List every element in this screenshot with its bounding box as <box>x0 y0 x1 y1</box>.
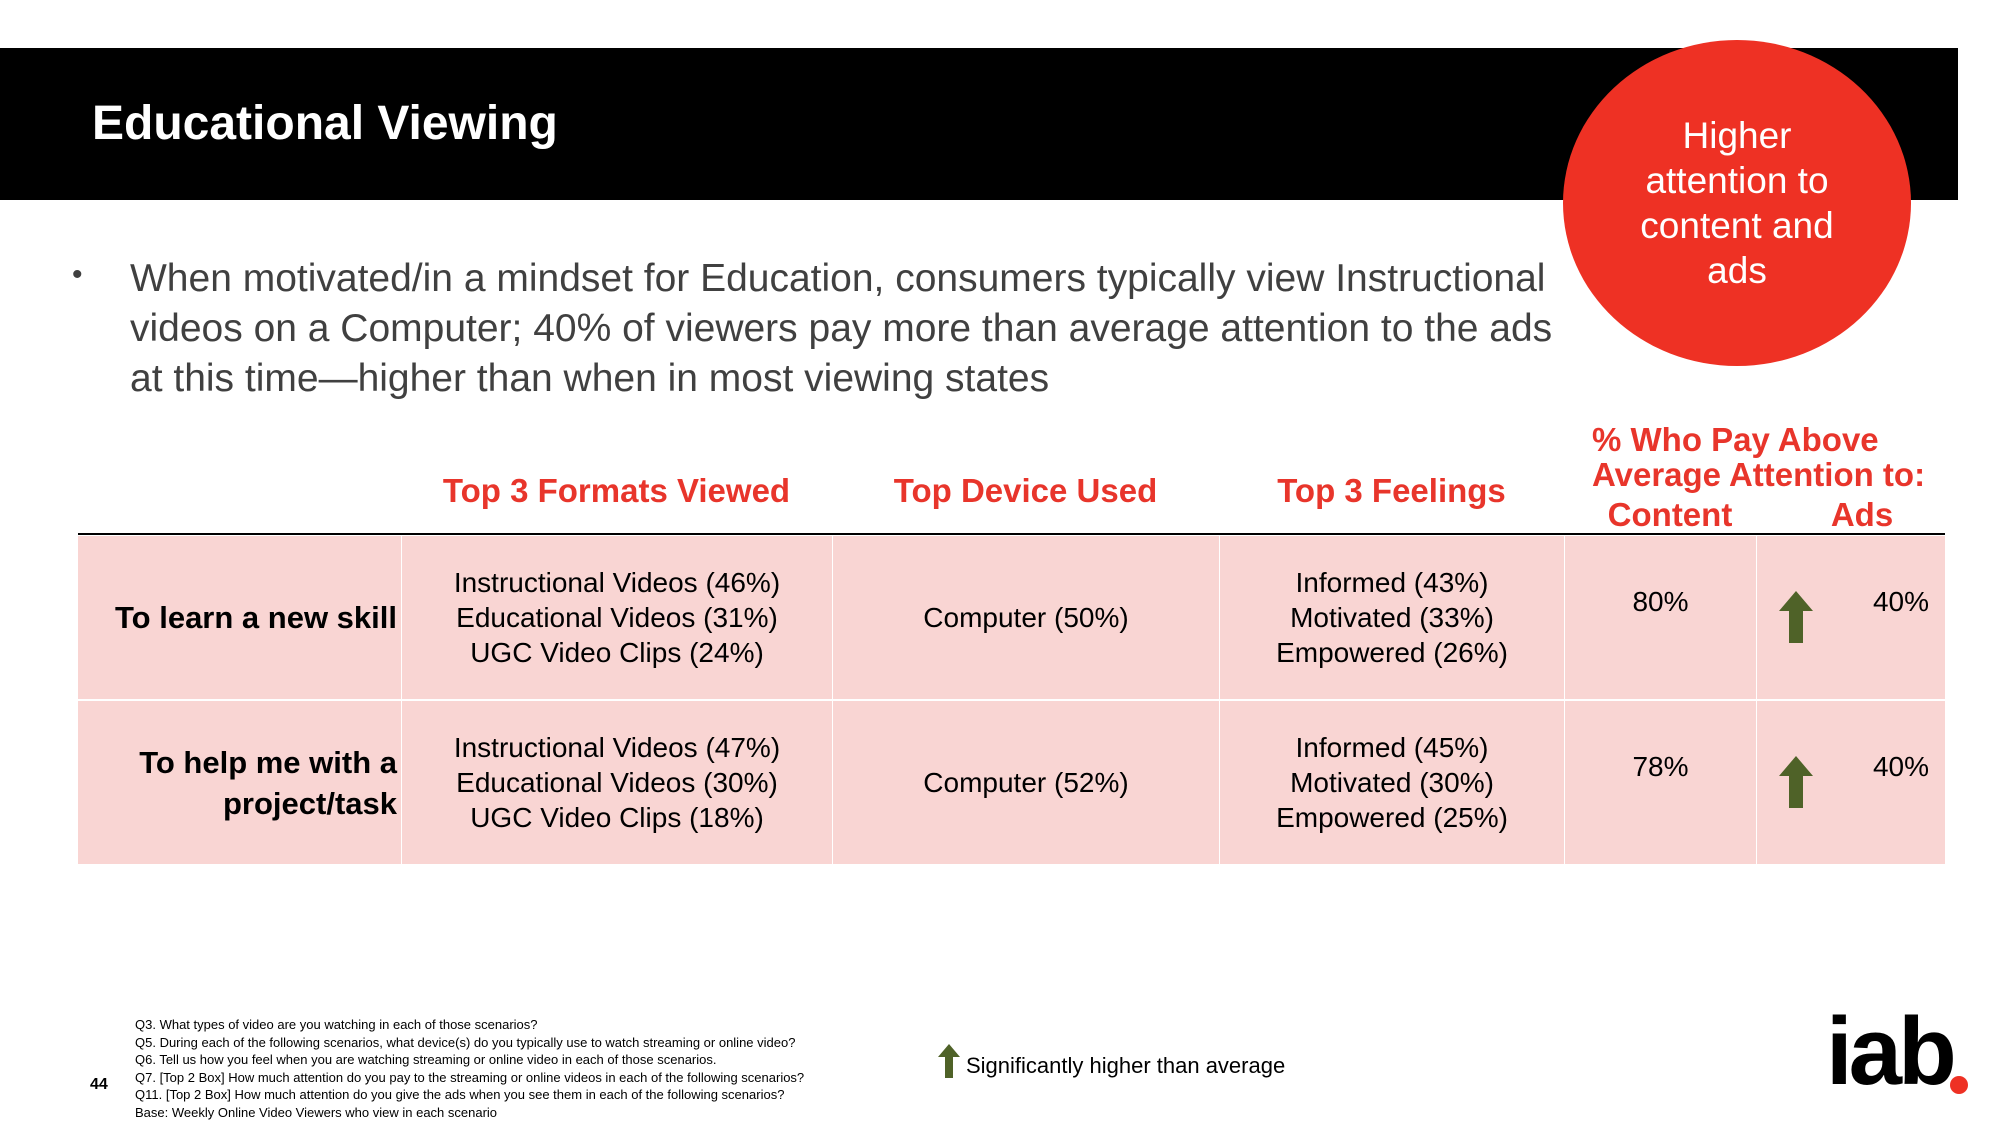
column-header: Top 3 Feelings <box>1277 472 1506 509</box>
format-item: Educational Videos (31%) <box>456 602 778 633</box>
footnotes: Q3. What types of video are you watching… <box>135 1016 804 1122</box>
feeling-item: Informed (43%) <box>1295 567 1489 598</box>
table-cell: Computer (50%) <box>833 536 1219 699</box>
column-header: Top Device Used <box>893 472 1158 509</box>
legend-text: Significantly higher than average <box>966 1053 1286 1078</box>
feeling-item: Empowered (25%) <box>1276 802 1508 833</box>
feeling-item: Motivated (30%) <box>1290 767 1494 798</box>
footnote: Q6. Tell us how you feel when you are wa… <box>135 1052 717 1068</box>
format-item: Educational Videos (30%) <box>456 767 778 798</box>
logo-dot <box>1950 1076 1968 1094</box>
table-cell: 80% <box>1565 536 1756 699</box>
content-attention: 78% <box>1632 751 1689 782</box>
legend-arrow <box>938 1044 960 1078</box>
footnote: Q11. [Top 2 Box] How much attention do y… <box>135 1087 785 1103</box>
ads-attention: 40% <box>1872 751 1930 782</box>
table-cell: 78% <box>1565 701 1756 864</box>
footnote: Base: Weekly Online Video Viewers who vi… <box>135 1104 498 1120</box>
page-number: 44 <box>90 1076 108 1093</box>
format-item: UGC Video Clips (18%) <box>470 802 764 833</box>
feeling-item: Informed (45%) <box>1295 732 1489 763</box>
content-attention: 80% <box>1632 586 1689 617</box>
logo: iab <box>1826 998 1957 1105</box>
feeling-item: Empowered (26%) <box>1276 637 1508 668</box>
attention-header: % Who Pay Above Average Attention to: <box>1592 421 1926 493</box>
feeling-item: Motivated (33%) <box>1290 602 1494 633</box>
format-item: UGC Video Clips (24%) <box>470 637 764 668</box>
row-label: To learn a new skill <box>115 600 397 635</box>
ads-attention: 40% <box>1872 586 1930 617</box>
device: Computer (50%) <box>923 602 1129 633</box>
column-header: Top 3 Formats Viewed <box>442 472 791 509</box>
column-header: Content <box>1607 496 1733 533</box>
up-arrow <box>1779 591 1813 643</box>
row-label: To help me with a project/task <box>139 744 397 821</box>
table-cell: To learn a new skill <box>78 536 401 699</box>
footnote: Q3. What types of video are you watching… <box>135 1017 538 1032</box>
up-arrow <box>1779 756 1813 808</box>
callout-circle: Higher attention to content and ads <box>1563 40 1911 366</box>
format-item: Instructional Videos (46%) <box>453 567 781 598</box>
table-cell: To help me with a project/task <box>78 701 401 864</box>
table-cell: 40% <box>1757 536 1945 699</box>
table-cell: Informed (45%) Motivated (30%) Empowered (… <box>1220 701 1564 864</box>
format-item: Instructional Videos (47%) <box>453 732 781 763</box>
callout-text: Higher attention to content and ads <box>1640 115 1834 291</box>
bullet-text: When motivated/in a mindset for Educatio… <box>130 257 1553 400</box>
column-header: Ads <box>1830 496 1894 533</box>
table-cell: 40% <box>1757 701 1945 864</box>
table-cell: Instructional Videos (46%) Educational Vi… <box>402 536 832 699</box>
table-cell: Instructional Videos (47%) Educational Vi… <box>402 701 832 864</box>
device: Computer (52%) <box>923 767 1129 798</box>
footnote: Q5. During each of the following scenari… <box>135 1034 796 1050</box>
table-cell: Computer (52%) <box>833 701 1219 864</box>
header-rule <box>78 533 1945 535</box>
footnote: Q7. [Top 2 Box] How much attention do yo… <box>135 1069 805 1085</box>
table-cell: Informed (43%) Motivated (33%) Empowered (… <box>1220 536 1564 699</box>
bullet-dot: • <box>72 258 83 291</box>
title: Educational Viewing <box>92 97 558 150</box>
